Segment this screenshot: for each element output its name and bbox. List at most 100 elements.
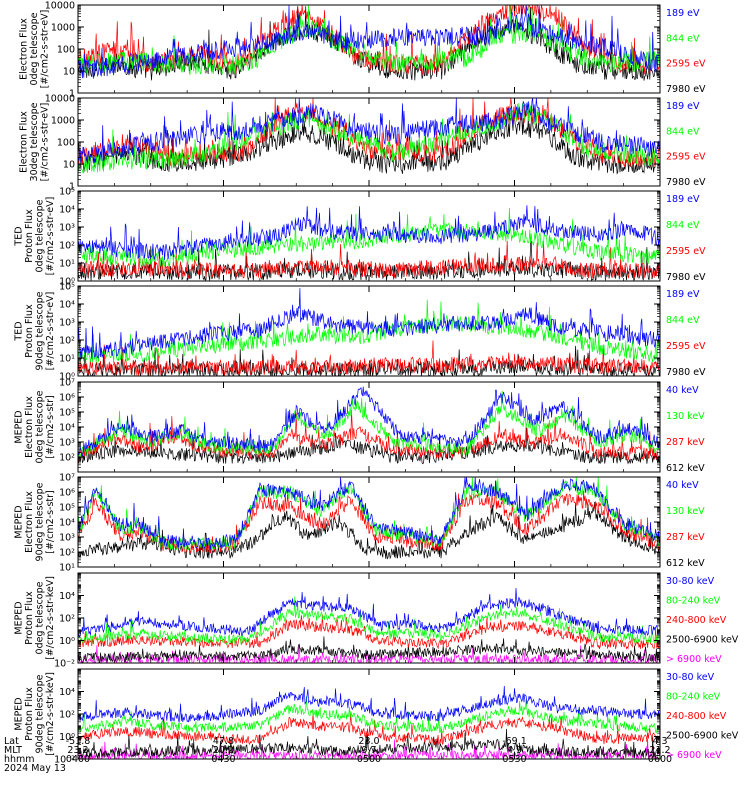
legend-entry: 80-240 keV bbox=[666, 596, 721, 607]
y-tick-label-2: 10³ bbox=[59, 533, 75, 544]
y-axis-label-line: Electron Flux bbox=[24, 396, 35, 458]
mlt-label: 9.7 bbox=[361, 745, 376, 756]
y-axis-label-line: Proton Flux bbox=[24, 304, 35, 358]
y-axis-label-line: 90deg telescope bbox=[34, 482, 45, 561]
y-tick-label-1: 10 bbox=[63, 67, 75, 78]
lat-label: -51.8 bbox=[66, 736, 91, 747]
row-label: Lat bbox=[4, 736, 19, 747]
panel-traces bbox=[78, 685, 660, 759]
series-line-3 bbox=[78, 5, 660, 79]
legend-entry: 130 keV bbox=[666, 411, 705, 422]
legend: 40 keV 130 keV 287 keV 612 keV bbox=[666, 480, 705, 569]
legend-entry: > 6900 keV bbox=[666, 654, 722, 665]
legend-entry: 240-800 keV bbox=[666, 711, 727, 722]
y-axis-label-line: MEPED bbox=[13, 410, 24, 443]
series-line-4 bbox=[78, 587, 660, 638]
legend-entry: 844 eV bbox=[666, 315, 700, 326]
legend-entry: 189 eV bbox=[666, 289, 700, 300]
series-line-2 bbox=[78, 614, 660, 650]
y-tick-label-2: 10² bbox=[59, 241, 75, 252]
y-tick-label-2: 10² bbox=[59, 710, 75, 721]
y-tick-label-3: 10³ bbox=[59, 318, 75, 329]
y-axis-label-line: TED bbox=[13, 226, 24, 246]
legend-entry: 189 eV bbox=[666, 101, 700, 112]
legend-entry: 240-800 keV bbox=[666, 615, 727, 626]
legend-entry: 844 eV bbox=[666, 220, 700, 231]
y-axis-label-line: Proton Flux bbox=[24, 591, 35, 645]
y-tick-label-2: 100 bbox=[57, 138, 75, 149]
y-tick-label-3: 1000 bbox=[51, 116, 75, 127]
panel-traces bbox=[78, 288, 660, 376]
legend: 40 keV 130 keV 287 keV 612 keV bbox=[666, 385, 705, 474]
y-axis-label: Electron Flux0deg telescope[#/cm2-s-str-… bbox=[19, 10, 51, 89]
series-line-1 bbox=[78, 240, 660, 279]
y-axis-label-line: MEPED bbox=[13, 697, 24, 730]
legend-entry: 30-80 keV bbox=[666, 576, 715, 587]
y-axis-label-line: Proton Flux bbox=[24, 687, 35, 741]
panel-traces bbox=[78, 205, 660, 281]
series-line-3 bbox=[78, 386, 660, 457]
series-line-0 bbox=[78, 501, 660, 560]
legend-entry: 7980 eV bbox=[666, 367, 706, 378]
y-axis-label: MEPEDElectron Flux0deg telescope[#/cm2-s… bbox=[13, 390, 56, 463]
series-line-2 bbox=[78, 710, 660, 746]
y-tick-label-0: 10⁰ bbox=[59, 277, 75, 288]
y-axis-label-line: 0deg telescope bbox=[29, 12, 40, 85]
y-axis-label: TEDProton Flux90deg telescope[#/cm2-s-st… bbox=[13, 291, 56, 370]
y-tick-label-1: 10¹ bbox=[59, 259, 75, 270]
y-tick-label-1: 10¹ bbox=[59, 354, 75, 365]
y-axis-label-line: [#/cm2-s-str-eV] bbox=[40, 103, 51, 182]
y-tick-label-0: 1 bbox=[69, 182, 75, 193]
mlt-label: 4.9 bbox=[507, 745, 522, 756]
y-tick-label-3: 10⁴ bbox=[59, 687, 75, 698]
panel-traces bbox=[78, 587, 660, 663]
y-tick-label-1: 10⁰ bbox=[59, 732, 75, 743]
y-axis-label-line: 90deg telescope bbox=[34, 291, 45, 370]
series-line-3 bbox=[78, 696, 660, 735]
row-label: hhmm bbox=[4, 754, 35, 765]
y-tick-label-2: 10² bbox=[59, 614, 75, 625]
y-axis-label-line: Electron Flux bbox=[24, 491, 35, 553]
row-label: MLT bbox=[4, 745, 22, 756]
series-line-2 bbox=[78, 102, 660, 174]
legend-entry: 287 keV bbox=[666, 532, 705, 543]
y-axis-label-line: [#/cm2-s-str-keV] bbox=[45, 576, 56, 660]
y-tick-label-3: 1000 bbox=[51, 23, 75, 34]
y-tick-label-0: 10¹ bbox=[59, 563, 75, 574]
series-line-3 bbox=[78, 288, 660, 360]
y-tick-label-0: 10⁻² bbox=[54, 755, 75, 766]
y-tick-label-5: 10⁵ bbox=[59, 187, 75, 198]
y-axis-label: Electron Flux30deg telescope[#/cm2-s-str… bbox=[19, 102, 51, 181]
time-label: 0430 bbox=[211, 754, 235, 765]
y-tick-label-5: 10⁷ bbox=[59, 378, 75, 389]
y-axis-label-line: [#/cm2-s-str-eV] bbox=[45, 292, 56, 371]
y-axis-label: MEPEDElectron Flux90deg telescope[#/cm2-… bbox=[13, 482, 56, 561]
legend-entry: 2595 eV bbox=[666, 59, 706, 70]
y-axis-label-line: Electron Flux bbox=[19, 111, 30, 173]
y-tick-label-2: 100 bbox=[57, 45, 75, 56]
y-tick-label-5: 10⁶ bbox=[59, 488, 75, 499]
y-axis-label-line: TED bbox=[13, 321, 24, 341]
legend-entry: 40 keV bbox=[666, 385, 699, 396]
y-tick-label-0: 10⁰ bbox=[59, 372, 75, 383]
series-line-3 bbox=[78, 205, 660, 261]
series-line-1 bbox=[78, 480, 660, 554]
series-line-2 bbox=[78, 390, 660, 459]
y-axis-label-line: [#/cm2-s-str-eV] bbox=[40, 10, 51, 89]
legend-entry: 844 eV bbox=[666, 126, 700, 137]
series-line-0 bbox=[78, 427, 660, 465]
legend-entry: 2595 eV bbox=[666, 341, 706, 352]
y-tick-label-0: 10⁻² bbox=[54, 659, 75, 670]
mlt-label: 23.2 bbox=[67, 745, 88, 756]
legend-entry: 80-240 keV bbox=[666, 692, 721, 703]
legend-entry: 40 keV bbox=[666, 480, 699, 491]
time-label: 0600 bbox=[648, 754, 672, 765]
panel-traces bbox=[78, 477, 660, 560]
legend-entry: 612 keV bbox=[666, 558, 705, 569]
y-tick-label-4: 10000 bbox=[45, 1, 75, 12]
y-tick-label-4: 10⁴ bbox=[59, 300, 75, 311]
